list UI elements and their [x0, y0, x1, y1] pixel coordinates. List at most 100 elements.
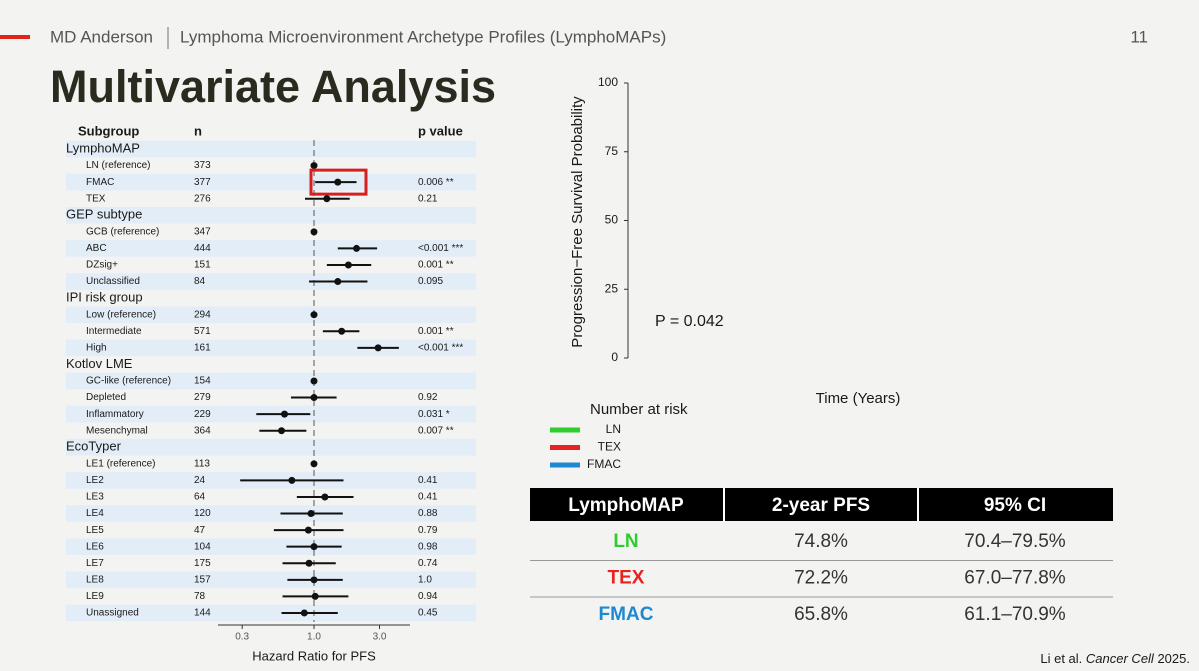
- row-n: 364: [194, 425, 211, 436]
- row-p-value: 0.001 **: [418, 260, 454, 271]
- citation-journal: Cancer Cell: [1086, 651, 1155, 666]
- hazard-ratio-point: [310, 460, 318, 468]
- group-header: GEP subtype: [66, 207, 142, 222]
- y-tick-label: 50: [605, 213, 619, 227]
- row-label: Low (reference): [86, 309, 156, 320]
- hazard-ratio-point: [334, 178, 342, 186]
- row-band: [66, 240, 476, 257]
- column-header: n: [194, 123, 202, 138]
- x-tick-label: 1.0: [307, 632, 321, 643]
- row-n: 47: [194, 525, 206, 536]
- hazard-ratio-point: [323, 195, 331, 203]
- group-header: Kotlov LME: [66, 356, 133, 371]
- y-tick-label: 25: [605, 281, 619, 295]
- hazard-ratio-point: [321, 493, 329, 501]
- row-p-value: <0.001 ***: [418, 342, 463, 353]
- hazard-ratio-point: [353, 244, 361, 252]
- hazard-ratio-point: [310, 543, 318, 551]
- row-n: 229: [194, 409, 211, 420]
- row-band: [66, 306, 476, 323]
- row-band: [66, 538, 476, 555]
- y-tick-label: 75: [605, 144, 619, 158]
- row-n: 113: [194, 458, 210, 469]
- table-header-cell: 95% CI: [984, 495, 1046, 516]
- row-label: DZsig+: [86, 260, 118, 271]
- row-n: 154: [194, 376, 211, 387]
- column-header: Subgroup: [78, 123, 139, 138]
- row-label: LE9: [86, 591, 104, 602]
- row-label: TEX: [86, 193, 106, 204]
- row-p-value: 0.45: [418, 608, 438, 619]
- legend-swatch: [550, 462, 580, 468]
- table-header-cell: 2-year PFS: [772, 495, 870, 516]
- x-axis-label: Time (Years): [816, 390, 901, 407]
- column-header: p value: [418, 123, 463, 138]
- row-label: Mesenchymal: [86, 425, 148, 436]
- row-n: 175: [194, 558, 211, 569]
- row-p-value: 0.41: [418, 492, 438, 503]
- row-p-value: <0.001 ***: [418, 243, 463, 254]
- y-tick-label: 0: [611, 350, 618, 364]
- hazard-ratio-point: [310, 162, 318, 170]
- x-axis-label: Hazard Ratio for PFS: [252, 648, 376, 663]
- hazard-ratio-point: [300, 609, 308, 617]
- citation-year: 2025.: [1157, 651, 1190, 666]
- hazard-ratio-point: [307, 510, 315, 518]
- row-n: 24: [194, 475, 206, 486]
- hazard-ratio-point: [281, 410, 289, 418]
- row-p-value: 0.98: [418, 541, 438, 552]
- hazard-ratio-point: [310, 377, 318, 385]
- row-label: LE3: [86, 492, 104, 503]
- row-p-value: 0.007 **: [418, 425, 454, 436]
- page-number: 11: [1130, 27, 1148, 46]
- row-label: ABC: [86, 243, 107, 254]
- row-n: 347: [194, 226, 211, 237]
- row-p-value: 0.88: [418, 508, 438, 519]
- highlight-box: [309, 168, 368, 196]
- row-label: Intermediate: [86, 326, 142, 337]
- hazard-ratio-point: [305, 559, 313, 567]
- row-label: LE7: [86, 558, 104, 569]
- hazard-ratio-point: [334, 278, 342, 286]
- row-label: GCB (reference): [86, 226, 159, 237]
- table-cell: TEX: [608, 568, 645, 589]
- hazard-ratio-point: [288, 476, 296, 484]
- table-cell: 65.8%: [794, 604, 848, 625]
- group-header: IPI risk group: [66, 290, 143, 305]
- row-label: LN (reference): [86, 160, 150, 171]
- legend-swatch: [550, 445, 580, 450]
- legend-label: TEX: [598, 440, 621, 454]
- row-label: LE2: [86, 475, 104, 486]
- table-header-bg: [530, 488, 1113, 521]
- row-p-value: 0.095: [418, 276, 443, 287]
- row-n: 377: [194, 177, 211, 188]
- header-org: MD Anderson: [50, 27, 153, 46]
- row-band: [66, 140, 476, 158]
- row-n: 294: [194, 309, 211, 320]
- citation-authors: Li et al.: [1040, 651, 1082, 666]
- hazard-ratio-point: [278, 427, 286, 435]
- hazard-ratio-point: [338, 327, 346, 335]
- table-header-cell: LymphoMAP: [568, 495, 684, 516]
- row-label: LE8: [86, 574, 104, 585]
- slide-title: Multivariate Analysis: [50, 61, 496, 112]
- row-label: Unclassified: [86, 276, 140, 287]
- hazard-ratio-point: [311, 592, 319, 600]
- row-n: 64: [194, 492, 206, 503]
- header-accent: [0, 35, 30, 39]
- row-n: 279: [194, 392, 211, 403]
- row-label: Inflammatory: [86, 409, 144, 420]
- row-n: 144: [194, 608, 211, 619]
- row-n: 373: [194, 160, 211, 171]
- hazard-ratio-point: [310, 576, 318, 584]
- group-header: EcoTyper: [66, 439, 122, 454]
- row-n: 84: [194, 276, 206, 287]
- row-n: 161: [194, 342, 211, 353]
- hazard-ratio-point: [310, 311, 318, 319]
- row-label: FMAC: [86, 177, 114, 188]
- table-cell: LN: [613, 531, 638, 552]
- row-label: Unassigned: [86, 608, 139, 619]
- row-band: [66, 173, 476, 191]
